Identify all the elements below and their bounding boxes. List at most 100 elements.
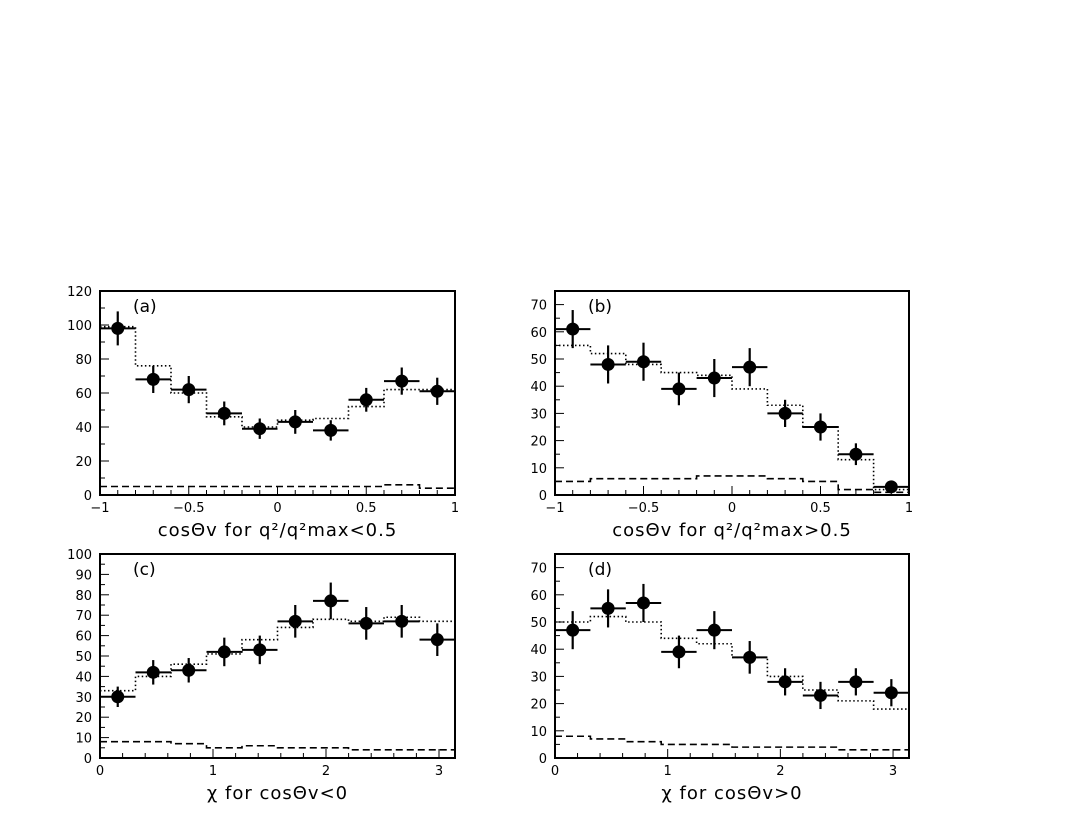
data-marker <box>813 688 827 702</box>
data-point <box>873 480 909 494</box>
x-tick-label: 0 <box>273 501 281 516</box>
panel-label: (a) <box>133 297 157 317</box>
x-tick-label: 2 <box>776 764 784 779</box>
data-point <box>732 348 768 387</box>
y-tick-label: 40 <box>75 670 92 685</box>
y-tick-label: 50 <box>530 616 547 631</box>
data-point <box>277 605 314 638</box>
data-marker <box>636 596 650 610</box>
y-tick-label: 60 <box>75 387 92 402</box>
data-marker <box>182 663 196 677</box>
data-point <box>767 399 803 427</box>
data-marker <box>253 422 267 436</box>
dashed-histogram <box>555 475 909 494</box>
dashed-histogram <box>555 735 909 751</box>
data-point <box>802 681 839 710</box>
data-marker <box>849 675 863 689</box>
data-marker <box>849 447 863 461</box>
data-point <box>348 387 384 412</box>
plot-frame <box>554 553 910 759</box>
y-tick-label: 30 <box>530 407 547 422</box>
y-tick-label: 100 <box>67 548 92 563</box>
x-tick-label: −0.5 <box>173 501 205 516</box>
y-tick-label: 70 <box>530 562 547 577</box>
y-tick-label: 80 <box>75 353 92 368</box>
dotted-histogram <box>100 616 455 692</box>
data-point <box>625 342 662 381</box>
y-tick-label: 40 <box>530 380 547 395</box>
data-marker <box>601 357 615 371</box>
x-tick-label: 3 <box>435 764 443 779</box>
data-point <box>732 641 768 674</box>
y-tick-label: 10 <box>75 732 92 747</box>
data-marker <box>111 321 125 335</box>
y-tick-label: 80 <box>75 589 92 604</box>
data-marker <box>359 616 373 630</box>
data-point <box>100 311 136 346</box>
x-axis-title: cosΘv for q²/q²max>0.5 <box>612 520 852 541</box>
dotted-histogram <box>100 325 455 428</box>
data-point <box>242 418 278 439</box>
y-tick-label: 0 <box>539 489 547 504</box>
data-point <box>419 623 455 656</box>
data-marker <box>884 480 898 494</box>
data-point <box>135 365 171 393</box>
x-tick-label: 0.5 <box>810 501 831 516</box>
data-point <box>838 668 874 696</box>
x-tick-label: 1 <box>209 764 217 779</box>
data-marker <box>566 322 580 336</box>
panel-label: (c) <box>133 560 156 580</box>
data-point <box>696 359 732 398</box>
y-tick-label: 40 <box>530 643 547 658</box>
data-marker <box>884 686 898 700</box>
y-tick-label: 20 <box>530 698 547 713</box>
data-marker <box>707 371 721 385</box>
y-tick-label: 0 <box>539 752 547 767</box>
x-tick-label: 3 <box>889 764 897 779</box>
panel-d: 0 10 20 30 40 50 60 70 0 1 2 3 (d) χ for cosΘv>0 <box>530 553 910 804</box>
x-tick-label: −1 <box>90 501 109 516</box>
y-tick-label: 20 <box>75 455 92 470</box>
dotted-histogram <box>555 615 909 710</box>
data-marker <box>637 355 650 369</box>
data-marker <box>146 665 160 679</box>
data-marker <box>111 690 125 704</box>
x-tick-label: 2 <box>322 764 330 779</box>
data-point <box>555 611 591 650</box>
x-tick-label: 0.5 <box>356 501 377 516</box>
data-point <box>206 637 243 667</box>
dashed-histogram <box>100 484 455 489</box>
data-marker <box>566 623 580 637</box>
data-point <box>206 401 242 426</box>
panel-c: 0 10 20 30 40 50 60 70 80 90 100 0 1 2 3 (c) χ for cosΘv… <box>67 548 456 804</box>
x-axis-title: χ for cosΘv>0 <box>661 783 802 804</box>
data-marker <box>324 594 338 608</box>
y-tick-label: 10 <box>530 462 547 477</box>
y-tick-label: 10 <box>530 725 547 740</box>
data-marker <box>288 415 302 429</box>
data-marker <box>778 675 792 689</box>
data-marker <box>288 614 302 628</box>
data-point <box>419 377 455 405</box>
data-point <box>696 611 733 650</box>
y-tick-label: 30 <box>530 670 547 685</box>
panel-label: (b) <box>588 297 612 317</box>
data-point <box>767 668 803 696</box>
data-marker <box>217 645 231 659</box>
x-tick-label: −0.5 <box>628 501 660 516</box>
data-marker <box>672 645 686 659</box>
data-point <box>873 679 909 707</box>
panel-label: (d) <box>588 560 612 580</box>
x-axis-title: cosΘv for q²/q²max<0.5 <box>158 520 398 541</box>
x-axis-title: χ for cosΘv<0 <box>207 783 348 804</box>
y-tick-label: 120 <box>67 285 92 300</box>
y-tick-label: 0 <box>84 489 92 504</box>
data-point <box>313 420 349 441</box>
data-marker <box>814 420 827 434</box>
y-tick-label: 70 <box>530 299 547 314</box>
y-tick-label: 90 <box>75 568 92 583</box>
plot-frame <box>99 553 456 759</box>
data-point <box>348 607 384 640</box>
data-marker <box>324 423 338 437</box>
x-tick-label: 1 <box>905 501 913 516</box>
